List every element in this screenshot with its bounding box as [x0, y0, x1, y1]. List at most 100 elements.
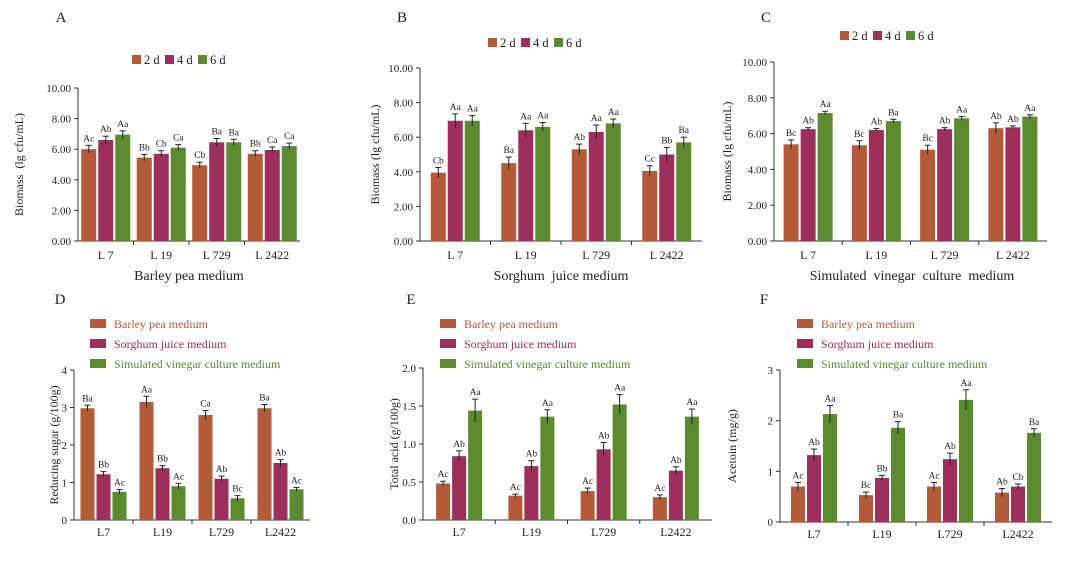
- legend-label: 4 d: [533, 36, 549, 50]
- legend-label: 2 d: [852, 29, 868, 43]
- significance-label: Aa: [686, 398, 698, 408]
- legend-label: Barley pea medium: [821, 317, 916, 331]
- x-tick-label: L729: [209, 525, 234, 539]
- bar: [783, 144, 799, 241]
- bar: [1022, 116, 1038, 241]
- bar: [264, 149, 280, 241]
- x-tick-label: L2422: [265, 525, 296, 539]
- bar: [226, 142, 242, 241]
- legend: 2 d 4 d 6 d: [840, 29, 934, 43]
- significance-label: Ac: [114, 479, 125, 489]
- y-tick-label: 2.0: [402, 363, 416, 375]
- bar: [155, 468, 170, 520]
- bar: [447, 120, 463, 241]
- bar: [920, 149, 936, 241]
- y-axis-label: Total acid (g/100g): [387, 398, 401, 490]
- y-tick-label: 1.5: [402, 401, 416, 413]
- bar: [518, 130, 534, 241]
- y-axis-label: Reducing sugar (g/100g): [47, 385, 61, 504]
- y-tick-label: 8.00: [748, 93, 768, 105]
- x-tick-label: L19: [153, 525, 172, 539]
- y-tick-label: 0.00: [748, 236, 768, 248]
- bar: [1005, 127, 1021, 241]
- bar: [289, 489, 304, 520]
- bar: [612, 404, 627, 520]
- bar: [988, 128, 1004, 241]
- significance-label: Ac: [582, 477, 593, 487]
- y-tick-label: 0: [768, 517, 774, 529]
- bar: [170, 147, 186, 241]
- significance-label: Aa: [960, 379, 972, 389]
- significance-label: Ab: [526, 450, 538, 460]
- bar: [800, 129, 816, 241]
- significance-label: Bb: [250, 140, 261, 150]
- bar: [98, 140, 114, 241]
- legend: Barley pea medium Sorghum juice medium Sim…: [440, 317, 631, 371]
- legend-swatch: [840, 31, 849, 40]
- x-tick-label: L7: [452, 525, 465, 539]
- bar: [257, 408, 272, 520]
- legend-label: Sorghum juice medium: [821, 337, 934, 351]
- bar: [430, 172, 446, 241]
- bar: [501, 163, 517, 241]
- y-tick-label: 10.00: [46, 83, 71, 95]
- y-tick-label: 2.00: [748, 200, 768, 212]
- significance-label: Aa: [824, 394, 836, 404]
- bar: [605, 123, 621, 241]
- significance-label: Ab: [939, 117, 951, 127]
- bar: [247, 153, 263, 241]
- bar: [851, 145, 867, 241]
- bar: [943, 459, 957, 522]
- legend-label: Simulated vinegar culture medium: [114, 357, 281, 371]
- y-axis-label: Biomass (lg cfu/mL): [12, 113, 26, 216]
- significance-label: Cb: [156, 140, 167, 150]
- x-axis-label: Barley pea medium: [134, 269, 244, 284]
- y-tick-label: 1.0: [402, 439, 416, 451]
- bar: [954, 118, 970, 241]
- significance-label: Ba: [82, 394, 93, 404]
- y-tick-label: 3: [768, 365, 774, 377]
- significance-label: Ac: [173, 472, 184, 482]
- significance-label: Cc: [644, 155, 655, 165]
- bar: [891, 427, 905, 522]
- legend-swatch: [488, 38, 497, 47]
- significance-label: Ab: [100, 125, 112, 135]
- bar: [464, 120, 480, 241]
- legend: 2 d 4 d 6 d: [132, 53, 226, 67]
- y-tick-label: 2.00: [394, 201, 414, 213]
- significance-label: Ac: [654, 484, 665, 494]
- bar: [436, 483, 451, 520]
- bar: [571, 149, 587, 241]
- significance-label: Ab: [808, 438, 820, 448]
- bar: [153, 153, 169, 241]
- y-axis-label: Biomass (lg cfu/mL): [720, 102, 734, 202]
- bar: [588, 132, 604, 241]
- bar: [580, 491, 595, 520]
- y-tick-label: 2: [768, 416, 774, 428]
- bar: [508, 495, 523, 520]
- significance-label: Ca: [284, 132, 295, 142]
- x-tick-label: L 19: [865, 248, 887, 262]
- significance-label: Aa: [117, 120, 129, 130]
- significance-label: Ca: [173, 134, 184, 144]
- chart-panel-b: B 0.00 2.00 4.00 6.00 8.00 10.00 Biomass (lg cf…: [368, 10, 702, 284]
- y-axis-label: Biomass (lg cfu/mL): [368, 105, 382, 205]
- significance-label: Ab: [996, 478, 1008, 488]
- legend-label: Sorghum juice medium: [464, 337, 577, 351]
- bar: [214, 478, 229, 520]
- significance-label: Bc: [922, 134, 933, 144]
- significance-label: Bc: [861, 481, 872, 491]
- significance-label: Ca: [200, 400, 211, 410]
- legend-label: Barley pea medium: [114, 317, 209, 331]
- bar: [652, 497, 667, 520]
- significance-label: Ac: [510, 483, 521, 493]
- y-tick-label: 1: [768, 466, 774, 478]
- bar: [209, 142, 225, 241]
- significance-label: Cb: [194, 151, 205, 161]
- panel-letter: C: [761, 10, 771, 26]
- bar: [192, 165, 208, 241]
- y-tick-label: 8.00: [394, 98, 414, 110]
- legend-label: 6 d: [566, 36, 582, 50]
- significance-label: Ca: [267, 136, 278, 146]
- x-tick-label: L 7: [447, 248, 463, 262]
